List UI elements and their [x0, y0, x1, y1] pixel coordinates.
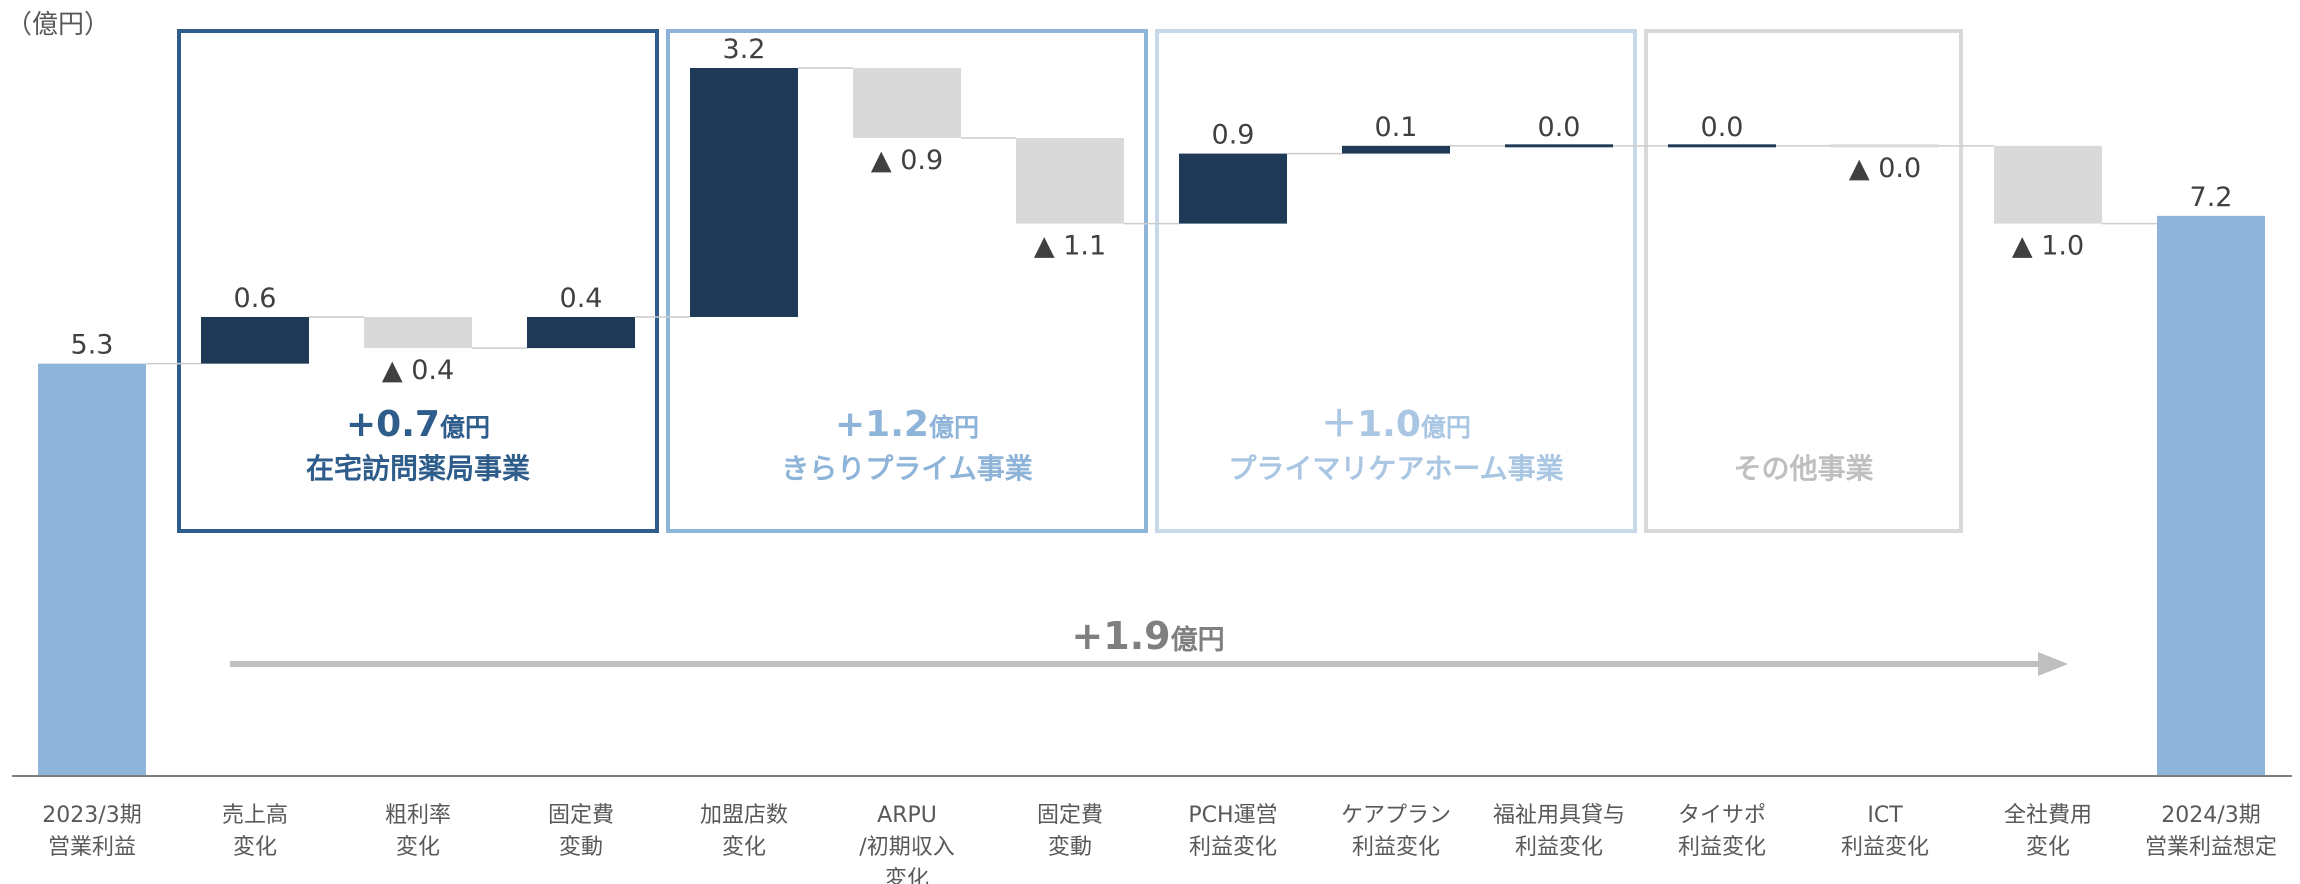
category-label: 粗利率変化: [385, 803, 451, 860]
group-amount-2: +1.2億円: [835, 404, 979, 445]
data-label: 0.6: [234, 283, 277, 314]
data-label: 0.0: [1701, 112, 1744, 143]
group-box-1: [177, 29, 659, 533]
bar: [364, 316, 472, 349]
category-label: 固定費変動: [1037, 803, 1103, 860]
data-label: ▲ 0.0: [1849, 153, 1921, 184]
group-name-1: 在宅訪問薬局事業: [306, 452, 530, 485]
data-label: 0.0: [1538, 112, 1581, 143]
bar: [1505, 144, 1613, 148]
bar: [1831, 144, 1939, 148]
data-label: ▲ 1.0: [2012, 231, 2084, 262]
bar: [1179, 153, 1287, 224]
bar: [201, 316, 309, 364]
category-label: 2023/3期営業利益: [42, 803, 141, 860]
group-name-4: その他事業: [1733, 452, 1873, 485]
category-label: タイサポ利益変化: [1678, 803, 1766, 860]
bar: [1342, 145, 1450, 154]
category-label: ARPU/初期収入変化: [859, 803, 954, 884]
bar: [1016, 138, 1124, 224]
category-label: 売上高変化: [222, 803, 288, 860]
data-label: 0.9: [1212, 120, 1255, 151]
bar: [1994, 145, 2102, 224]
unit-label: （億円）: [6, 10, 111, 40]
data-label: ▲ 0.4: [382, 355, 454, 386]
data-label: 5.3: [71, 330, 114, 361]
category-label: 固定費変動: [548, 803, 614, 860]
bar: [853, 68, 961, 139]
category-label: 全社費用変化: [2004, 803, 2092, 860]
data-label: 0.1: [1375, 112, 1418, 143]
group-amount-3: ＋1.0億円: [1321, 404, 1471, 445]
bar: [527, 316, 635, 349]
total-change-label: +1.9億円: [1071, 614, 1224, 658]
category-label: 福祉用具貸与利益変化: [1493, 803, 1625, 860]
bar: [690, 68, 798, 317]
category-label: 加盟店数変化: [700, 803, 788, 860]
group-box-4: [1644, 29, 1963, 533]
data-label: 7.2: [2190, 182, 2233, 213]
bar: [1668, 144, 1776, 148]
group-box-2: [666, 29, 1148, 533]
group-name-2: きらりプライム事業: [781, 452, 1032, 485]
category-label: 2024/3期営業利益想定: [2145, 803, 2277, 860]
category-label: PCH運営利益変化: [1188, 803, 1277, 860]
bar: [2157, 215, 2265, 777]
data-label: ▲ 1.1: [1034, 231, 1106, 262]
bar: [38, 363, 146, 776]
data-label: 0.4: [560, 283, 603, 314]
category-label: ICT 利益変化: [1841, 803, 1929, 860]
group-box-3: [1155, 29, 1637, 533]
total-change-arrowhead: [2038, 652, 2068, 676]
category-label: ケアプラン利益変化: [1341, 803, 1451, 860]
data-label: ▲ 0.9: [871, 145, 943, 176]
group-name-3: プライマリケアホーム事業: [1228, 452, 1563, 485]
group-amount-1: +0.7億円: [346, 404, 490, 445]
data-label: 3.2: [723, 34, 766, 65]
